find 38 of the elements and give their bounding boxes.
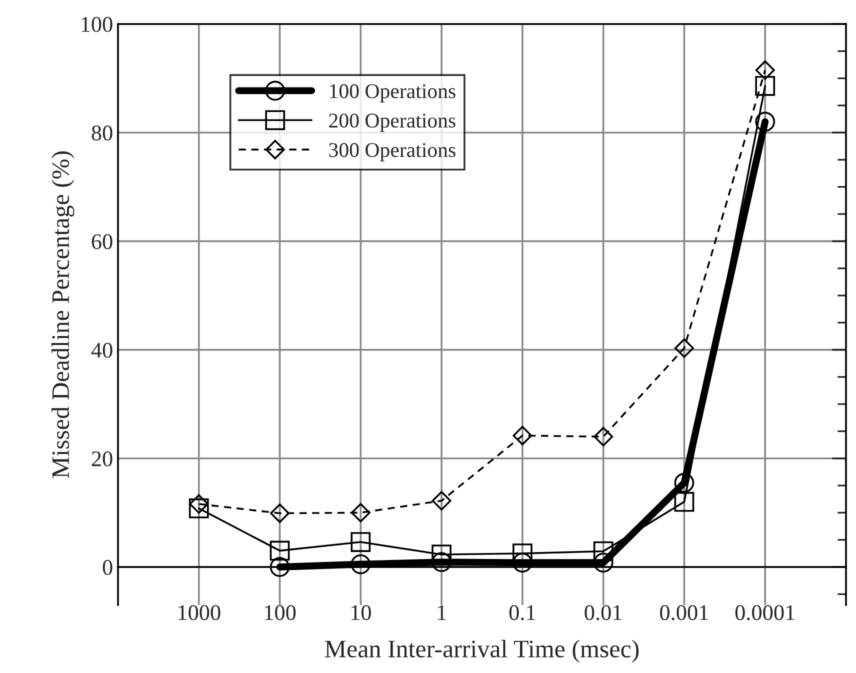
y-tick-label: 60 <box>92 234 112 250</box>
legend-label: 100 Operations <box>330 84 456 102</box>
point <box>755 76 776 96</box>
point <box>432 491 452 510</box>
x-tick-label: 0.001 <box>660 605 708 620</box>
y-axis-title: Missed Deadline Percentage (%) <box>52 151 74 478</box>
point <box>350 502 370 522</box>
point <box>270 557 290 577</box>
x-tick-label: 100 <box>265 605 296 620</box>
x-tick-label: 0.0001 <box>735 605 794 620</box>
point <box>593 552 614 573</box>
point <box>270 503 290 523</box>
x-tick-label: 0.1 <box>509 605 535 620</box>
x-axis-title: Mean Inter-arrival Time (msec) <box>325 640 639 663</box>
point <box>350 532 371 552</box>
point <box>270 540 290 561</box>
y-tick-label: 0 <box>102 560 112 575</box>
point <box>188 498 209 518</box>
point <box>593 541 614 562</box>
point <box>189 494 209 514</box>
x-tick-label: 0.01 <box>584 605 622 620</box>
x-tick-label: 10 <box>352 605 371 620</box>
point <box>755 60 775 80</box>
y-tick-label: 20 <box>92 451 112 466</box>
x-tick-label: 1 <box>438 605 446 620</box>
point <box>594 426 614 446</box>
y-tick-label: 40 <box>91 342 112 358</box>
point <box>674 472 694 493</box>
legend-label: 200 Operations <box>329 114 456 132</box>
point <box>350 554 371 574</box>
point <box>674 492 694 512</box>
y-tick-label: 80 <box>92 126 112 141</box>
point <box>512 426 532 446</box>
legend-label: 300 Operations <box>329 143 456 162</box>
point <box>755 112 776 132</box>
y-tick-label: 100 <box>82 16 112 32</box>
x-tick-label: 1000 <box>178 605 220 620</box>
point <box>674 338 694 358</box>
